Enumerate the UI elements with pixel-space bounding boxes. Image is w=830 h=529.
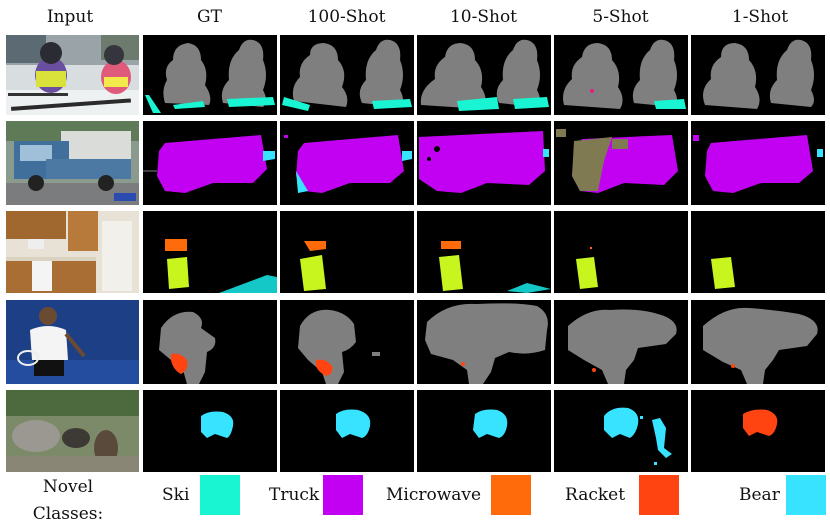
mask-10-shot-kitchen [417, 211, 551, 293]
mask-100-shot-kitchen [280, 211, 414, 293]
mask-100-shot-skiers [280, 35, 414, 115]
input-photo-kitchen [6, 211, 139, 293]
legend-label-bear: Bear [739, 485, 780, 505]
mask-5-shot-tennis [554, 300, 688, 384]
mask-10-shot-skiers [417, 35, 551, 115]
mask-1-shot-truck [691, 121, 825, 205]
mask-10-shot-tennis [417, 300, 551, 384]
legend-label-racket: Racket [565, 485, 626, 505]
mask-1-shot-skiers [691, 35, 825, 115]
legend-title-line2: Classes: [32, 504, 104, 524]
mask-5-shot-truck [554, 121, 688, 205]
legend-label-microwave: Microwave [386, 485, 482, 505]
input-photo-bear [6, 390, 139, 472]
mask-100-shot-truck [280, 121, 414, 205]
mask-gt-skiers [143, 35, 277, 115]
column-header-10-shot: 10-Shot [449, 7, 518, 27]
mask-1-shot-tennis [691, 300, 825, 384]
legend-title-line1: Novel [42, 477, 94, 497]
mask-1-shot-bear [691, 390, 825, 472]
input-photo-tennis [6, 300, 139, 384]
input-photo-skiers [6, 35, 139, 115]
legend-label-truck: Truck [269, 485, 320, 505]
legend-swatch-ski [200, 475, 240, 515]
legend-label-ski: Ski [162, 485, 190, 505]
mask-gt-truck [143, 121, 277, 205]
column-header-gt: GT [197, 7, 222, 27]
column-header-1-shot: 1-Shot [731, 7, 789, 27]
mask-1-shot-kitchen [691, 211, 825, 293]
mask-5-shot-skiers [554, 35, 688, 115]
mask-5-shot-kitchen [554, 211, 688, 293]
mask-gt-kitchen [143, 211, 277, 293]
legend-swatch-microwave [491, 475, 531, 515]
mask-gt-tennis [143, 300, 277, 384]
column-header-100-shot: 100-Shot [307, 7, 386, 27]
mask-100-shot-tennis [280, 300, 414, 384]
mask-10-shot-bear [417, 390, 551, 472]
column-header-5-shot: 5-Shot [592, 7, 649, 27]
input-photo-truck [6, 121, 139, 205]
legend-swatch-racket [639, 475, 679, 515]
legend-swatch-truck [323, 475, 363, 515]
mask-100-shot-bear [280, 390, 414, 472]
mask-5-shot-bear [554, 390, 688, 472]
mask-10-shot-truck [417, 121, 551, 205]
legend-swatch-bear [786, 475, 826, 515]
mask-gt-bear [143, 390, 277, 472]
column-header-input: Input [46, 7, 94, 27]
